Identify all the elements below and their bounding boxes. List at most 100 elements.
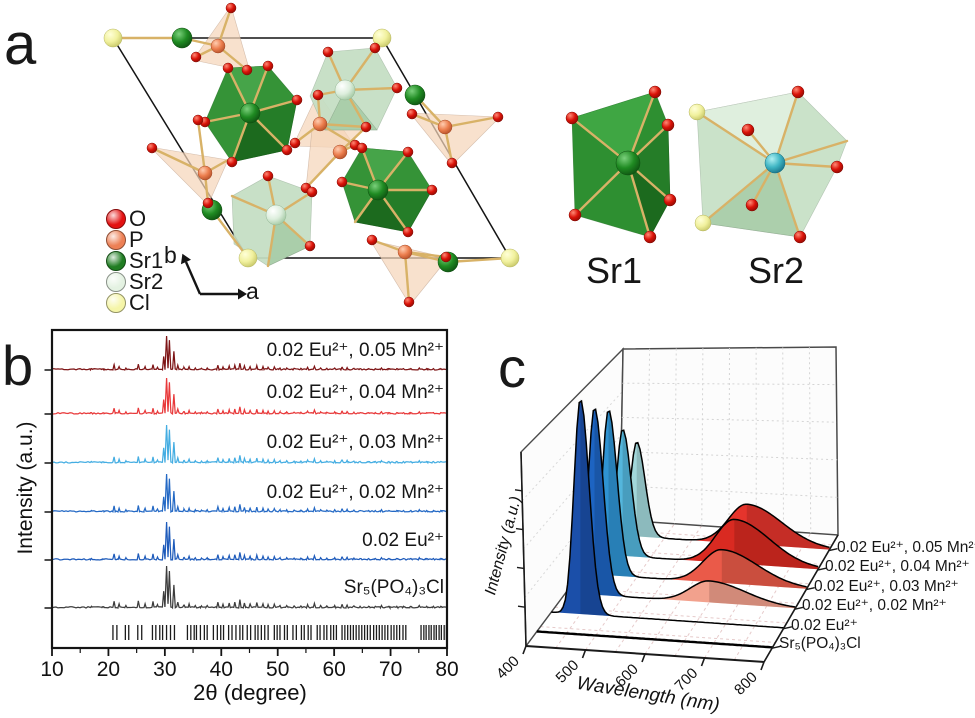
atom-o [366,234,378,246]
atom-o [190,51,202,63]
emission-3d-chart: 400 500 600 700 800 [493,346,839,699]
emission-series-label-3: 0.02 Eu²⁺, 0.03 Mn²⁺ [814,578,959,595]
x-tick-label: 50 [266,658,289,681]
xrd-series-label-2: 0.02 Eu²⁺, 0.03 Mn²⁺ [266,432,444,453]
atoms [103,2,844,308]
xrd-series-label-3: 0.02 Eu²⁺, 0.02 Mn²⁺ [266,482,444,503]
atom-o [648,85,662,99]
atom-cl [694,214,712,232]
legend-O-sphere-icon [106,208,126,229]
atom-sr1 [239,102,261,124]
atom-o [304,240,316,252]
atom-o [403,296,415,308]
emission-series-label-0: Sr₅(PO₄)₃Cl [779,635,861,652]
atom-p [197,165,213,181]
atom-o [322,46,334,58]
emission-trace-0 [536,630,773,649]
panel-letter-c: c [498,336,526,399]
emission-trace-5 [609,441,830,549]
atom-o [643,230,657,244]
red-emission-peak-2 [648,580,796,609]
atom-p [210,38,226,54]
atom-o [262,60,274,72]
atom-o [241,64,253,76]
atom-o [830,160,844,174]
legend-label: Cl [129,289,150,315]
legend-P-sphere-icon [106,229,126,250]
emission-trace-2 [565,408,796,608]
x-tick-label: 70 [379,658,402,681]
legend-label: Sr1 [129,247,164,273]
atom-o [745,198,759,212]
x-tick-label: 10 [40,658,63,681]
atom-cl [238,248,258,268]
atom-o [741,123,755,137]
emission-series-label-4: 0.02 Eu²⁺, 0.04 Mn²⁺ [825,558,970,575]
atom-o [222,62,234,74]
bragg-reference-ticks [112,625,448,640]
emission-series-label-5: 0.02 Eu²⁺, 0.05 Mn²⁺ [837,539,975,556]
xrd-series-label-4: 0.02 Eu²⁺ [362,530,444,551]
panel-letter-b: b [2,334,34,397]
legend-item-O: O [106,205,163,231]
atom-o [402,226,414,238]
atom-o [356,142,368,154]
legend-item-Sr2: Sr2 [106,268,164,294]
xrd-trace-2 [51,424,447,465]
legend-label: Sr2 [129,268,164,294]
atom-sr1 [367,179,389,201]
atom-o [492,111,504,123]
atom-o [568,208,582,222]
atom-sr1 [615,150,641,176]
legend-item-Sr1: Sr1 [106,247,164,273]
x-tick-label: 80 [435,658,458,681]
atom-o [426,184,438,196]
xrd-series-label-5: Sr₅(PO₄)₃Cl [343,577,444,598]
crystal-structure-diagram [103,2,849,308]
atom-o [440,251,452,263]
legend-Sr2-sphere-icon [106,271,126,292]
legend-label: O [129,205,147,231]
back-wall [619,346,839,536]
crystal-axes-arrows [180,253,247,300]
axis-a-label: a [246,278,259,304]
atom-o [402,146,414,158]
atom-p [437,119,453,135]
atom-o [202,197,214,209]
x-tick-label: 40 [210,658,233,681]
xrd-trace-3 [51,473,447,514]
atom-o [793,230,807,244]
sr1-site-label: Sr1 [586,250,643,291]
atom-o [406,108,418,120]
x-tick-label: 20 [97,658,120,681]
blue-emission-peak-1 [551,401,647,619]
atom-o [262,170,274,182]
xrd-x-axis-title: 2θ (degree) [193,680,307,705]
atom-o [225,2,237,14]
axis-b-label: b [164,242,177,268]
emission-traces [536,399,830,649]
atom-sr1 [171,27,193,49]
legend-item-Cl: Cl [106,289,163,315]
atom-p [332,144,348,160]
x-tick-label: 60 [322,658,345,681]
atom-o [565,111,579,125]
xrd-trace-4 [51,521,447,562]
atom-cl [688,103,706,121]
xrd-trace-5 [51,565,447,611]
panel-letter-a: a [4,12,37,77]
atom-o [291,94,303,106]
atom-o [336,176,348,188]
xrd-chart: 10 20 30 40 50 60 70 80 [40,328,459,681]
xrd-series-label-0: 0.02 Eu²⁺, 0.05 Mn²⁺ [266,340,444,361]
atom-o [369,42,381,54]
xrd-trace-0 [51,335,447,372]
xrd-axes: 10 20 30 40 50 60 70 80 [40,328,459,681]
atom-sr2 [334,79,356,101]
atom-cl [500,248,520,268]
atom-o [791,85,805,99]
atom-o [226,156,238,168]
atom-o [281,144,293,156]
atom-cl [372,28,392,48]
